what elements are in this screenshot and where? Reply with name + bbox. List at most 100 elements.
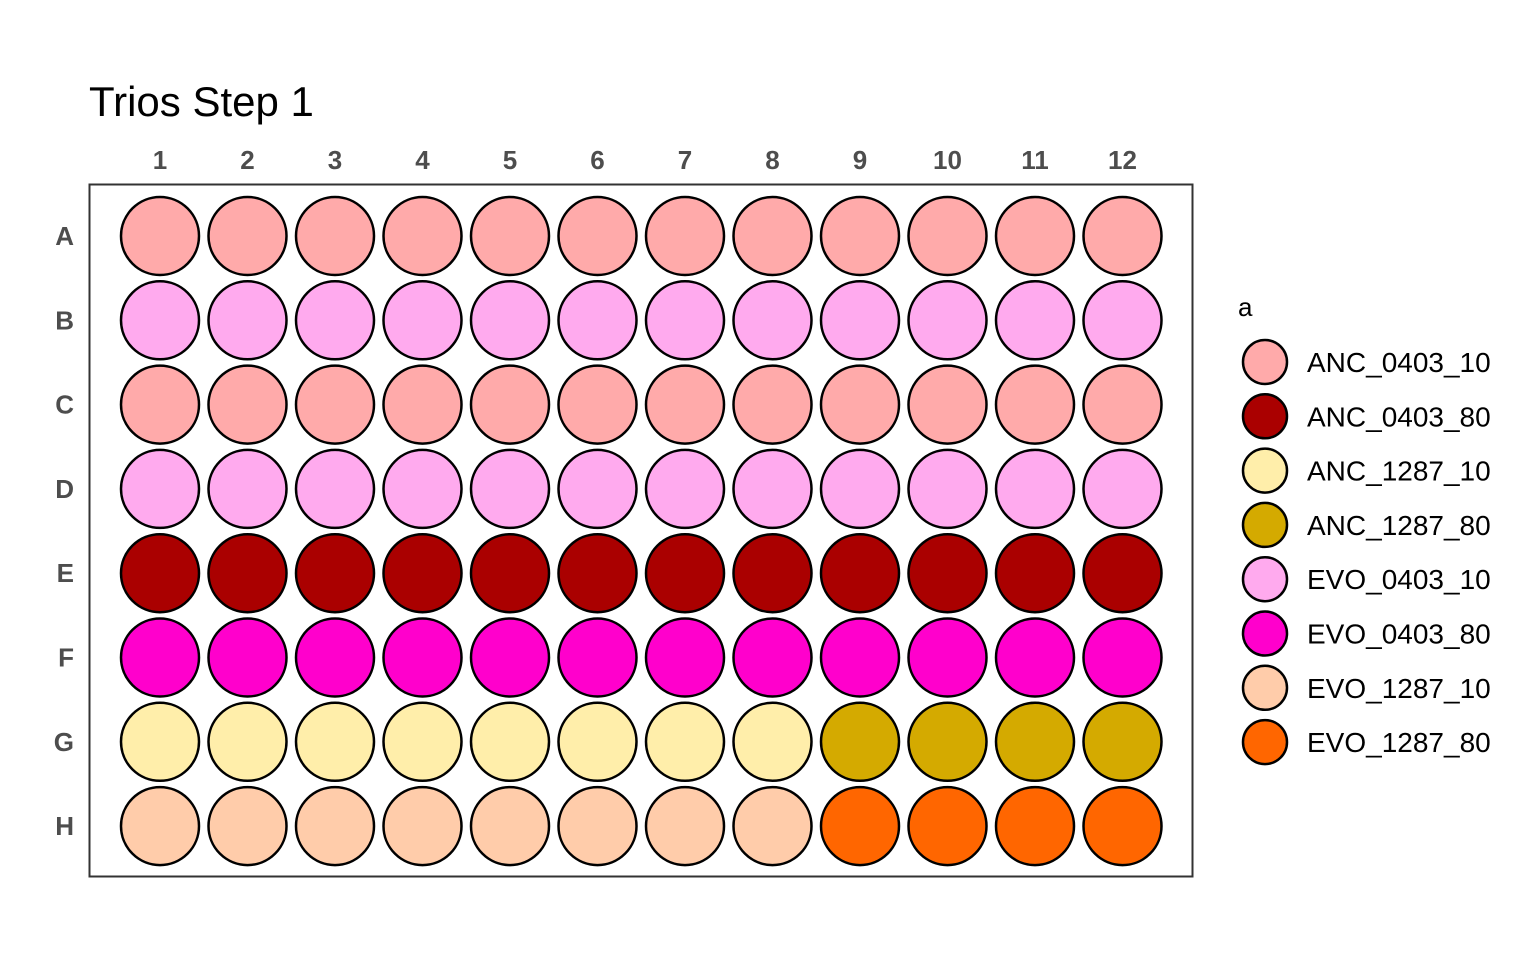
legend-entry: ANC_0403_80 xyxy=(1241,393,1491,440)
legend-entry: ANC_0403_10 xyxy=(1241,338,1491,386)
legend-swatch xyxy=(1241,664,1289,712)
well-G7 xyxy=(644,701,726,783)
well-D5 xyxy=(469,448,551,530)
well-D3 xyxy=(294,448,376,530)
well-B2 xyxy=(207,280,288,361)
well-D7 xyxy=(644,448,726,530)
well-G2 xyxy=(207,701,288,783)
well-A12 xyxy=(1082,195,1163,277)
well-H5 xyxy=(469,785,551,867)
well-G10 xyxy=(907,701,988,783)
legend: a ANC_0403_10 ANC_0403_80 ANC_1287_10 ANC_1… xyxy=(1238,292,1491,766)
well-G11 xyxy=(994,701,1076,783)
well-B6 xyxy=(557,280,638,361)
well-E9 xyxy=(819,532,901,614)
legend-entry: ANC_1287_10 xyxy=(1241,447,1491,494)
well-A6 xyxy=(557,195,638,277)
well-F12 xyxy=(1082,617,1163,698)
well-B7 xyxy=(644,280,726,361)
well-H3 xyxy=(294,785,376,867)
well-B3 xyxy=(294,280,376,361)
legend-swatch xyxy=(1241,338,1289,386)
well-D10 xyxy=(907,448,988,530)
well-H2 xyxy=(207,785,288,867)
well-E10 xyxy=(907,532,988,614)
well-F1 xyxy=(119,617,201,698)
well-D12 xyxy=(1082,448,1163,530)
legend-label: ANC_0403_10 xyxy=(1307,347,1491,378)
column-tick-label: 6 xyxy=(590,145,604,175)
well-E6 xyxy=(557,532,638,614)
well-C6 xyxy=(557,364,638,445)
column-tick-label: 7 xyxy=(678,145,692,175)
well-G6 xyxy=(557,701,638,783)
well-E2 xyxy=(207,532,288,614)
legend-entry: EVO_1287_80 xyxy=(1241,718,1491,766)
legend-swatch xyxy=(1241,555,1289,603)
well-D1 xyxy=(119,448,201,530)
well-C10 xyxy=(907,364,988,445)
well-A10 xyxy=(907,195,988,277)
column-tick-label: 1 xyxy=(153,145,167,175)
legend-label: ANC_1287_80 xyxy=(1307,510,1491,541)
well-F5 xyxy=(469,617,551,698)
well-E7 xyxy=(644,532,726,614)
well-H11 xyxy=(994,785,1076,867)
well-B5 xyxy=(469,280,551,361)
well-G9 xyxy=(819,701,901,783)
well-B4 xyxy=(382,280,463,361)
well-F8 xyxy=(732,617,813,698)
column-tick-label: 9 xyxy=(853,145,867,175)
column-tick-label: 8 xyxy=(765,145,779,175)
well-E3 xyxy=(294,532,376,614)
legend-entry: EVO_0403_80 xyxy=(1241,610,1491,657)
well-D11 xyxy=(994,448,1076,530)
row-tick-labels: A B C D E F G H xyxy=(54,221,74,841)
well-H12 xyxy=(1082,785,1163,867)
well-G12 xyxy=(1082,701,1163,783)
row-tick-label: G xyxy=(54,727,74,757)
legend-swatch xyxy=(1241,718,1289,766)
column-tick-label: 10 xyxy=(933,145,962,175)
well-F3 xyxy=(294,617,376,698)
legend-entry: ANC_1287_80 xyxy=(1241,501,1491,549)
legend-label: EVO_0403_80 xyxy=(1307,619,1491,650)
well-D8 xyxy=(732,448,813,530)
well-E11 xyxy=(994,532,1076,614)
legend-swatch xyxy=(1241,393,1289,440)
well-H8 xyxy=(732,785,813,867)
row-tick-label: D xyxy=(55,474,74,504)
well-B12 xyxy=(1082,280,1163,361)
legend-label: EVO_1287_10 xyxy=(1307,673,1491,704)
well-G1 xyxy=(119,701,201,783)
well-D9 xyxy=(819,448,901,530)
well-F11 xyxy=(994,617,1076,698)
legend-label: ANC_1287_10 xyxy=(1307,456,1491,487)
well-C1 xyxy=(119,364,201,445)
well-F4 xyxy=(382,617,463,698)
well-A3 xyxy=(294,195,376,277)
well-D4 xyxy=(382,448,463,530)
well-A7 xyxy=(644,195,726,277)
wells xyxy=(119,195,1163,867)
column-tick-label: 2 xyxy=(240,145,254,175)
well-A9 xyxy=(819,195,901,277)
well-H1 xyxy=(119,785,201,867)
legend-swatch xyxy=(1241,610,1289,657)
well-H10 xyxy=(907,785,988,867)
well-C11 xyxy=(994,364,1076,445)
column-tick-label: 12 xyxy=(1108,145,1137,175)
column-tick-label: 3 xyxy=(328,145,342,175)
well-A1 xyxy=(119,195,201,277)
well-A11 xyxy=(994,195,1076,277)
well-G3 xyxy=(294,701,376,783)
legend-label: EVO_1287_80 xyxy=(1307,727,1491,758)
well-B11 xyxy=(994,280,1076,361)
legend-entry: EVO_1287_10 xyxy=(1241,664,1491,712)
well-C3 xyxy=(294,364,376,445)
column-tick-label: 11 xyxy=(1021,145,1049,175)
well-B1 xyxy=(119,280,201,361)
well-C4 xyxy=(382,364,463,445)
row-tick-label: H xyxy=(55,811,74,841)
